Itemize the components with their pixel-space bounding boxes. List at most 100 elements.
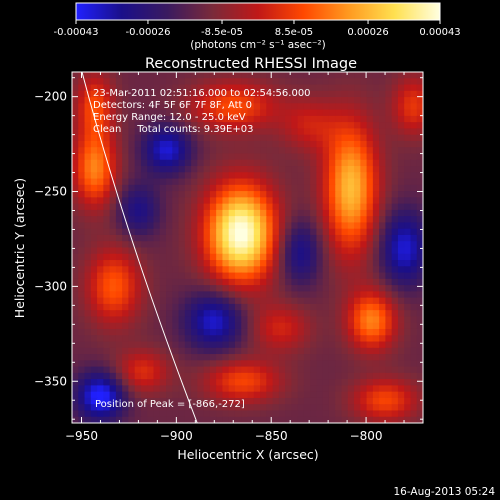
heatmap-cell	[328, 153, 336, 161]
colorbar-unit-label: (photons cm⁻² s⁻¹ asec⁻²)	[190, 39, 325, 51]
heatmap-cell	[341, 147, 349, 155]
heatmap-cell	[147, 122, 155, 130]
heatmap-cell	[253, 322, 261, 330]
heatmap-cell	[341, 297, 349, 305]
heatmap-cell	[379, 297, 386, 305]
heatmap-cell	[191, 209, 198, 217]
heatmap-cell	[341, 397, 349, 405]
heatmap-cell	[103, 241, 111, 249]
heatmap-cell	[228, 97, 236, 104]
heatmap-cell	[316, 278, 324, 286]
heatmap-cell	[184, 397, 192, 405]
heatmap-cell	[209, 216, 217, 224]
heatmap-cell	[222, 397, 230, 405]
heatmap-cell	[109, 404, 117, 412]
heatmap-cell	[97, 222, 104, 230]
heatmap-cell	[253, 191, 261, 198]
heatmap-cell	[291, 285, 299, 292]
heatmap-cell	[78, 128, 86, 136]
heatmap-cell	[241, 397, 249, 405]
heatmap-cell	[97, 354, 104, 361]
heatmap-cell	[372, 109, 380, 117]
heatmap-cell	[410, 285, 418, 292]
heatmap-cell	[178, 128, 186, 136]
heatmap-cell	[328, 241, 336, 249]
heatmap-cell	[322, 209, 330, 217]
heatmap-cell	[103, 234, 111, 242]
heatmap-cell	[166, 397, 173, 405]
heatmap-cell	[234, 347, 242, 355]
heatmap-cell	[354, 159, 361, 167]
heatmap-cell	[347, 78, 355, 86]
heatmap-cell	[372, 184, 380, 192]
heatmap-cell	[72, 397, 79, 405]
heatmap-cell	[360, 197, 368, 205]
heatmap-cell	[253, 241, 261, 249]
heatmap-cell	[278, 266, 286, 274]
heatmap-cell	[228, 310, 236, 318]
heatmap-cell	[78, 222, 86, 230]
heatmap-cell	[266, 272, 274, 280]
heatmap-cell	[90, 166, 98, 173]
heatmap-cell	[385, 234, 393, 242]
heatmap-cell	[222, 166, 230, 173]
heatmap-cell	[322, 385, 330, 393]
heatmap-cell	[234, 291, 242, 299]
heatmap-cell	[253, 84, 261, 92]
heatmap-cell	[191, 247, 198, 255]
heatmap-cell	[272, 184, 280, 192]
heatmap-cell	[78, 191, 86, 198]
heatmap-cell	[90, 209, 98, 217]
heatmap-cell	[122, 360, 130, 368]
heatmap-cell	[285, 147, 292, 155]
heatmap-cell	[197, 122, 205, 130]
heatmap-cell	[341, 234, 349, 242]
heatmap-cell	[372, 203, 380, 211]
heatmap-cell	[222, 297, 230, 305]
heatmap-cell	[153, 416, 161, 423]
heatmap-cell	[372, 391, 380, 399]
heatmap-cell	[153, 297, 161, 305]
heatmap-cell	[379, 115, 386, 123]
heatmap-cell	[172, 291, 180, 299]
heatmap-cell	[72, 234, 79, 242]
heatmap-cell	[278, 303, 286, 311]
heatmap-cell	[341, 90, 349, 98]
heatmap-cell	[140, 372, 148, 380]
heatmap-cell	[97, 97, 104, 104]
heatmap-cell	[241, 72, 249, 79]
heatmap-cell	[247, 90, 255, 98]
heatmap-cell	[122, 347, 130, 355]
heatmap-cell	[97, 153, 104, 161]
heatmap-cell	[366, 90, 374, 98]
heatmap-cell	[278, 197, 286, 205]
heatmap-cell	[410, 72, 418, 79]
heatmap-cell	[172, 354, 180, 361]
heatmap-cell	[109, 78, 117, 86]
heatmap-cell	[354, 203, 361, 211]
heatmap-cell	[397, 328, 405, 336]
heatmap-cell	[278, 209, 286, 217]
heatmap-cell	[410, 134, 418, 142]
heatmap-cell	[310, 260, 318, 267]
heatmap-cell	[84, 347, 92, 355]
heatmap-cell	[84, 103, 92, 111]
heatmap-cell	[134, 322, 142, 330]
heatmap-cell	[222, 404, 230, 412]
heatmap-cell	[310, 209, 318, 217]
heatmap-cell	[416, 153, 423, 161]
heatmap-cell	[310, 128, 318, 136]
heatmap-cell	[241, 234, 249, 242]
heatmap-cell	[222, 341, 230, 349]
heatmap-cell	[391, 166, 399, 173]
heatmap-cell	[140, 410, 148, 418]
heatmap-cell	[322, 78, 330, 86]
heatmap-cell	[379, 410, 386, 418]
heatmap-cell	[316, 247, 324, 255]
heatmap-cell	[216, 222, 224, 230]
heatmap-cell	[272, 285, 280, 292]
heatmap-cell	[379, 90, 386, 98]
heatmap-cell	[247, 241, 255, 249]
heatmap-cell	[335, 372, 343, 380]
heatmap-cell	[222, 385, 230, 393]
